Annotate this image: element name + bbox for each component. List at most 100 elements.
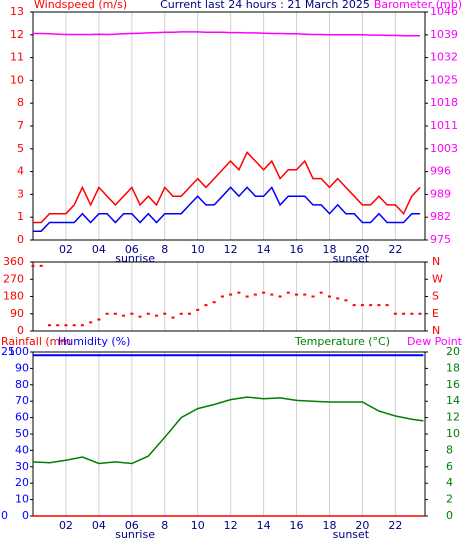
- series-line: [33, 186, 421, 232]
- x-tick-label: 12: [224, 519, 238, 532]
- y2-tick-label: 996: [430, 165, 451, 178]
- point: [64, 324, 68, 327]
- x-tick-label: 14: [257, 243, 271, 256]
- x-tick-label: 16: [290, 519, 304, 532]
- y-tick-label: 0: [17, 233, 24, 246]
- y3-tick-label: 0: [22, 509, 29, 522]
- y-tick-label: 180: [3, 290, 24, 303]
- point: [253, 293, 257, 296]
- y3-tick-label: 20: [15, 476, 29, 489]
- x-tick-label: 8: [161, 519, 168, 532]
- chart-title: Current last 24 hours : 21 March 2025: [160, 0, 370, 11]
- y-tick-label: 7: [17, 119, 24, 132]
- barometer-axis-title: Barometer (mb): [374, 0, 462, 11]
- point: [105, 312, 109, 315]
- humidity-axis-title: Humidity (%): [58, 335, 130, 348]
- point: [155, 314, 159, 317]
- x-tick-label: 02: [59, 519, 73, 532]
- point: [327, 295, 331, 298]
- y2-tick-label: W: [432, 272, 443, 285]
- point: [369, 304, 373, 307]
- annotation: sunrise: [115, 252, 155, 265]
- point: [262, 291, 266, 294]
- y-tick-label: 10: [10, 73, 24, 86]
- y-tick-label: 25: [1, 345, 15, 358]
- point: [47, 324, 51, 327]
- y-tick-label: 5: [17, 142, 24, 155]
- y2-tick-label: 14: [446, 394, 460, 407]
- point: [229, 293, 233, 296]
- x-tick-label: 20: [355, 243, 369, 256]
- point: [89, 321, 93, 324]
- y3-tick-label: 10: [15, 493, 29, 506]
- plot-frame: [32, 11, 426, 241]
- y3-tick-label: 90: [15, 361, 29, 374]
- point: [97, 318, 101, 321]
- y2-tick-label: 1018: [430, 96, 458, 109]
- y2-tick-label: 1003: [430, 142, 458, 155]
- point: [360, 304, 364, 307]
- y-tick-label: 0: [1, 509, 8, 522]
- x-tick-label: 04: [92, 243, 106, 256]
- temperature-axis-title: Temperature (°C): [294, 335, 390, 348]
- point: [113, 312, 117, 315]
- point: [130, 312, 134, 315]
- x-tick-label: 10: [191, 243, 205, 256]
- y-tick-label: 11: [10, 51, 24, 64]
- x-tick-label: 16: [290, 243, 304, 256]
- y-tick-label: 3: [17, 187, 24, 200]
- y2-tick-label: 0: [446, 509, 453, 522]
- y-tick-label: 4: [17, 165, 24, 178]
- y2-tick-label: 20: [446, 345, 460, 358]
- wind-axis-title: Windspeed (m/s): [34, 0, 127, 11]
- y-tick-label: 8: [17, 96, 24, 109]
- y-tick-label: 360: [3, 255, 24, 268]
- x-tick-label: 20: [355, 519, 369, 532]
- point: [393, 312, 397, 315]
- point: [31, 264, 35, 267]
- point: [187, 312, 191, 315]
- y2-tick-label: 975: [430, 233, 451, 246]
- point: [286, 291, 290, 294]
- x-tick-label: 12: [224, 243, 238, 256]
- x-tick-label: 14: [257, 519, 271, 532]
- point: [80, 324, 84, 327]
- y2-tick-label: 1032: [430, 51, 458, 64]
- point: [138, 315, 142, 318]
- y3-tick-label: 70: [15, 394, 29, 407]
- point: [72, 324, 76, 327]
- y2-tick-label: N: [432, 255, 440, 268]
- y2-tick-label: S: [432, 290, 439, 303]
- y2-tick-label: 1046: [430, 5, 458, 18]
- y3-tick-label: 50: [15, 427, 29, 440]
- x-tick-label: 10: [191, 519, 205, 532]
- y2-tick-label: 989: [430, 187, 451, 200]
- y2-tick-label: 10: [446, 427, 460, 440]
- point: [402, 312, 406, 315]
- y2-tick-label: N: [432, 324, 440, 337]
- dewpoint-axis-title: Dew Point: [407, 335, 463, 348]
- point: [220, 295, 224, 298]
- x-tick-label: 22: [388, 243, 402, 256]
- point: [352, 304, 356, 307]
- point: [278, 295, 282, 298]
- y2-tick-label: 4: [446, 476, 453, 489]
- point: [196, 308, 200, 311]
- point: [311, 295, 315, 298]
- y3-tick-label: 40: [15, 443, 29, 456]
- plot-frame: [32, 351, 426, 517]
- annotation: sunrise: [115, 528, 155, 541]
- y3-tick-label: 60: [15, 411, 29, 424]
- rain-axis-title: Rainfall (mm: [1, 335, 71, 348]
- y-tick-label: 13: [10, 5, 24, 18]
- y2-tick-label: 2: [446, 493, 453, 506]
- y3-tick-label: 80: [15, 378, 29, 391]
- y-tick-label: 12: [10, 28, 24, 41]
- y2-tick-label: 12: [446, 411, 460, 424]
- point: [212, 301, 216, 304]
- x-tick-label: 06: [125, 519, 139, 532]
- y2-tick-label: 1025: [430, 73, 458, 86]
- y3-tick-label: 30: [15, 460, 29, 473]
- point: [295, 293, 299, 296]
- y3-tick-label: 100: [8, 345, 29, 358]
